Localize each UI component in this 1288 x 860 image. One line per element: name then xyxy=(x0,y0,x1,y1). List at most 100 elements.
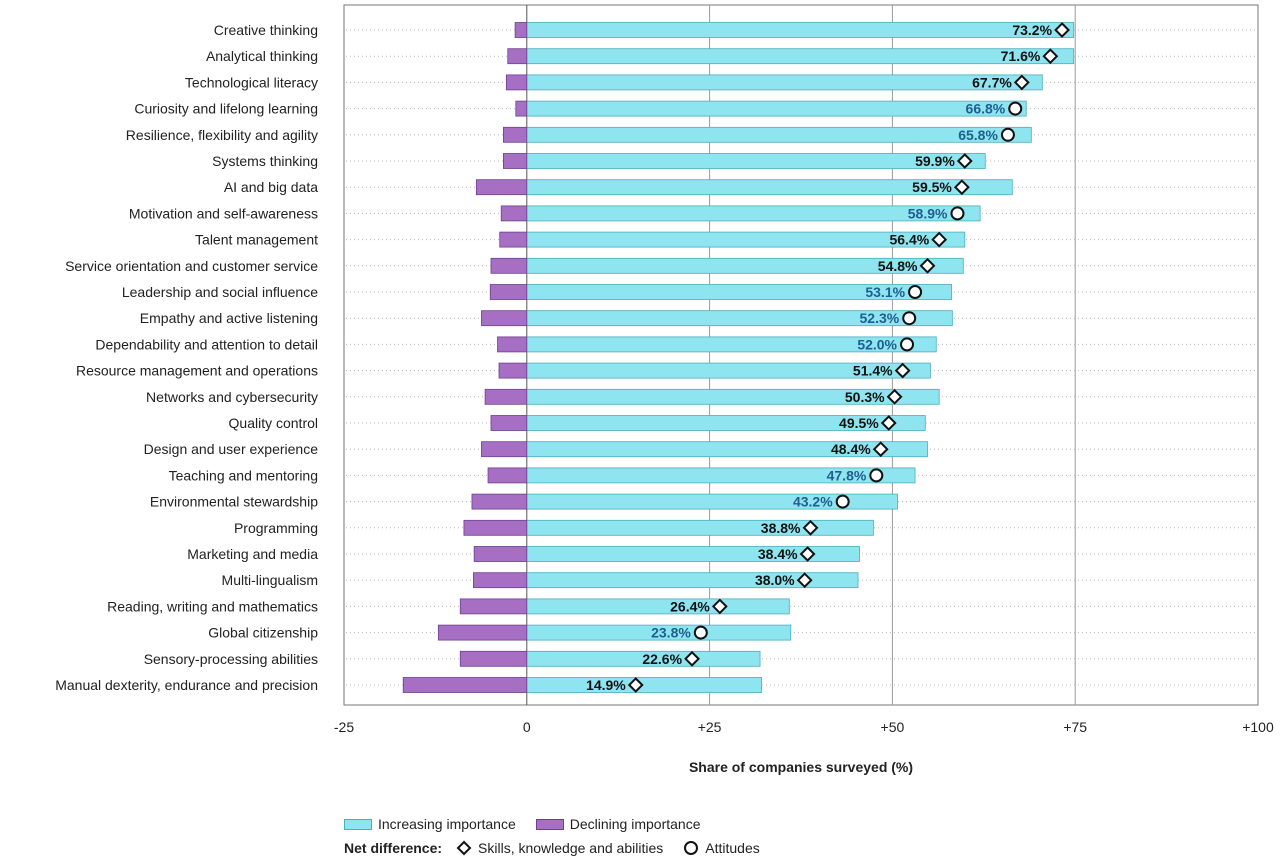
x-tick-label: +25 xyxy=(698,719,722,735)
net-value-label: 71.6% xyxy=(1001,48,1041,64)
net-value-label: 59.5% xyxy=(912,179,952,195)
bar-declining xyxy=(500,205,528,222)
legend-label-skills: Skills, knowledge and abilities xyxy=(478,840,664,856)
net-diamond-marker xyxy=(872,441,889,458)
category-label: Quality control xyxy=(229,415,318,431)
bar-increasing xyxy=(526,677,762,693)
net-value-label: 38.0% xyxy=(755,572,795,588)
net-circle-marker xyxy=(902,311,917,326)
chart: Creative thinking 73.2% Analytical thinkin… xyxy=(55,4,1274,775)
bar-declining xyxy=(481,310,528,327)
net-value-label: 38.4% xyxy=(758,546,798,562)
bar-declining xyxy=(505,74,528,91)
bar-declining xyxy=(490,415,528,431)
net-diamond-marker xyxy=(1054,22,1070,38)
category-label: Analytical thinking xyxy=(206,48,318,64)
bar-declining xyxy=(475,179,528,196)
diamond-icon xyxy=(456,840,472,856)
category-label: Curiosity and lifelong learning xyxy=(134,101,318,117)
net-diamond-marker xyxy=(802,519,819,536)
net-value-label: 50.3% xyxy=(845,389,885,405)
net-value-label: 14.9% xyxy=(586,677,626,693)
net-value-label: 23.8% xyxy=(651,625,691,641)
bar-declining xyxy=(499,231,528,248)
bar-declining xyxy=(481,441,528,458)
net-value-label: 65.8% xyxy=(958,127,998,143)
bar-declining xyxy=(484,388,528,405)
category-label: Reading, writing and mathematics xyxy=(107,598,318,614)
bar-declining xyxy=(487,467,528,484)
net-circle-marker xyxy=(693,625,708,640)
net-value-label: 43.2% xyxy=(793,494,833,510)
category-label: Networks and cybersecurity xyxy=(146,389,318,405)
category-label: Teaching and mentoring xyxy=(169,467,318,483)
category-label: Marketing and media xyxy=(187,546,318,562)
bar-increasing xyxy=(526,519,874,536)
net-value-label: 56.4% xyxy=(889,232,929,248)
net-circle-marker xyxy=(950,206,965,221)
net-circle-marker xyxy=(869,468,884,483)
net-value-label: 59.9% xyxy=(915,153,955,169)
bar-declining xyxy=(437,624,528,641)
legend: Increasing importance Declining importan… xyxy=(344,812,760,860)
category-label: Programming xyxy=(234,520,318,536)
net-circle-marker xyxy=(1000,127,1015,142)
category-label: Talent management xyxy=(195,232,318,248)
bar-declining xyxy=(402,677,528,693)
net-value-label: 58.9% xyxy=(908,205,948,221)
net-circle-marker xyxy=(900,337,915,352)
net-diamond-marker xyxy=(919,257,936,274)
legend-row-markers: Net difference: Skills, knowledge and ab… xyxy=(344,836,760,860)
category-label: Design and user experience xyxy=(144,441,319,457)
legend-net-prefix: Net difference: xyxy=(344,840,443,856)
x-tick-label: 0 xyxy=(523,719,531,735)
net-diamond-marker xyxy=(956,153,973,169)
category-label: Service orientation and customer service xyxy=(65,258,318,274)
bar-increasing xyxy=(526,126,1032,143)
net-diamond-marker xyxy=(1013,74,1030,91)
net-diamond-marker xyxy=(1042,48,1059,65)
bar-declining xyxy=(503,126,528,143)
legend-swatch-increasing xyxy=(344,818,372,830)
net-value-label: 54.8% xyxy=(878,258,918,274)
category-label: Global citizenship xyxy=(208,625,318,641)
bar-declining xyxy=(463,519,528,536)
bar-declining xyxy=(503,153,528,169)
net-diamond-marker xyxy=(894,362,911,379)
net-value-label: 67.7% xyxy=(972,74,1012,90)
net-diamond-marker xyxy=(799,546,816,562)
category-label: Resilience, flexibility and agility xyxy=(126,127,318,143)
legend-swatch-declining xyxy=(535,818,564,830)
net-value-label: 48.4% xyxy=(831,441,871,457)
legend-label-increasing: Increasing importance xyxy=(378,816,516,832)
net-diamond-marker xyxy=(627,677,644,693)
net-value-label: 26.4% xyxy=(670,598,710,614)
x-tick-label: -25 xyxy=(334,719,354,735)
net-value-label: 53.1% xyxy=(865,284,905,300)
bar-declining xyxy=(507,48,528,65)
net-diamond-marker xyxy=(711,598,728,615)
legend-label-declining: Declining importance xyxy=(569,816,701,832)
net-diamond-marker xyxy=(684,650,700,667)
bar-declining xyxy=(497,336,528,353)
bar-increasing xyxy=(526,22,1075,38)
bar-increasing xyxy=(526,48,1075,65)
legend-label-attitudes: Attitudes xyxy=(705,840,760,856)
category-label: Leadership and social influence xyxy=(122,284,318,300)
net-value-label: 52.3% xyxy=(860,310,900,326)
net-value-label: 49.5% xyxy=(839,415,879,431)
net-circle-marker xyxy=(835,494,850,509)
category-label: Creative thinking xyxy=(214,22,318,38)
bar-increasing xyxy=(526,598,790,615)
bar-declining xyxy=(490,257,528,274)
net-circle-marker xyxy=(908,285,923,299)
category-label: Sensory-processing abilities xyxy=(144,651,318,667)
legend-row-series: Increasing importance Declining importan… xyxy=(344,812,760,836)
net-value-label: 73.2% xyxy=(1012,22,1052,38)
category-label: Manual dexterity, endurance and precisio… xyxy=(55,677,318,693)
net-value-label: 38.8% xyxy=(761,520,801,536)
net-diamond-marker xyxy=(796,572,813,589)
category-label: Dependability and attention to detail xyxy=(95,336,318,352)
category-label: Environmental stewardship xyxy=(150,494,318,510)
bar-declining xyxy=(473,572,528,589)
